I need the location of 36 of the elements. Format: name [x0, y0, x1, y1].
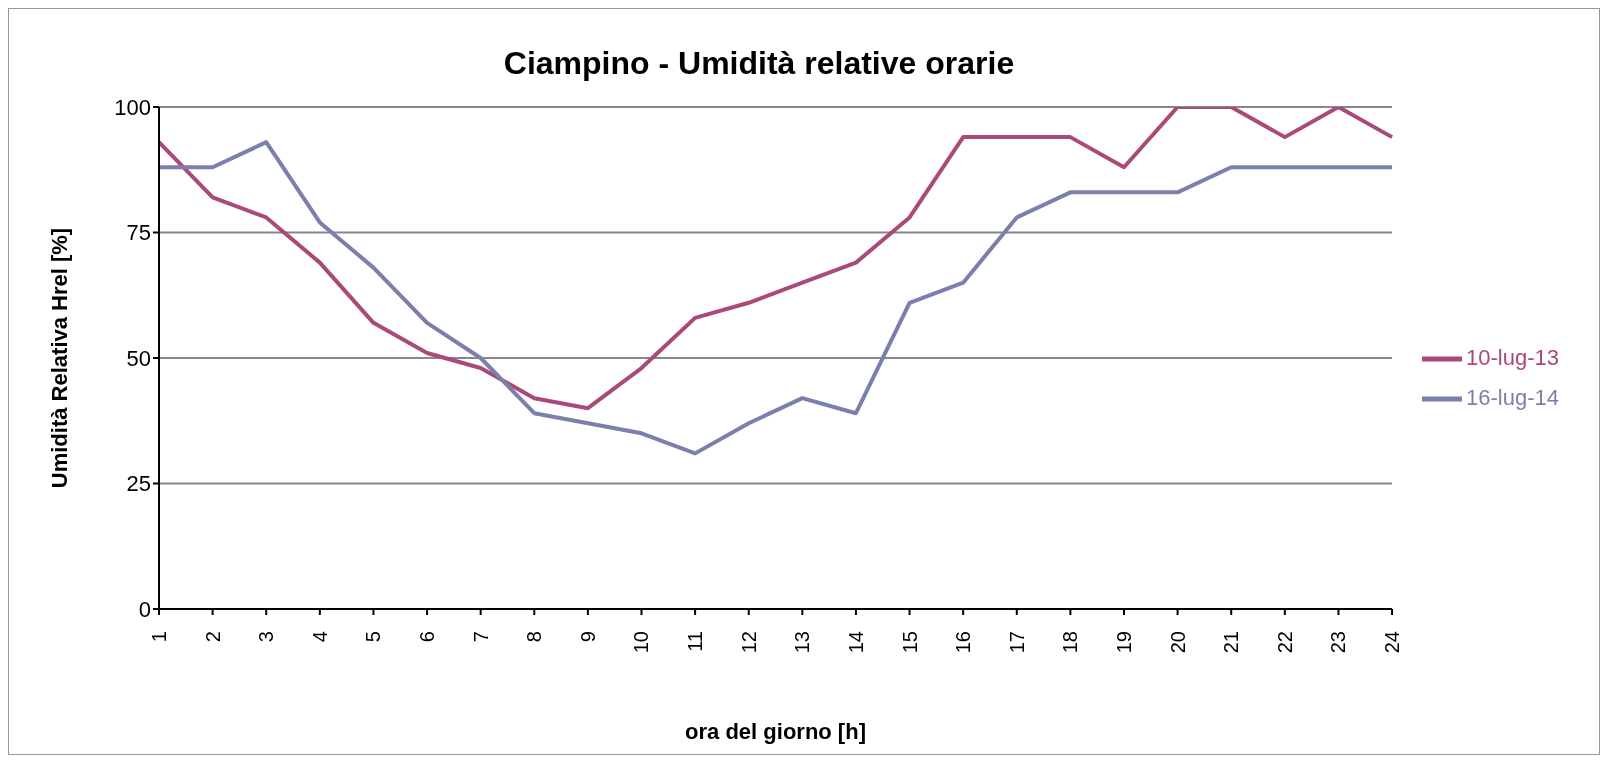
x-tick-label: 6 — [416, 631, 439, 643]
y-axis-title: Umidità Relativa Hrel [%] — [47, 227, 72, 489]
x-tick-label: 4 — [308, 631, 331, 643]
x-tick-label: 18 — [1059, 631, 1082, 654]
x-tick-label: 1 — [148, 631, 170, 643]
x-tick-label: 5 — [362, 631, 385, 643]
x-tick-label: 7 — [469, 631, 492, 643]
x-tick-label: 9 — [576, 631, 599, 643]
x-tick-label: 8 — [523, 631, 546, 643]
x-tick-label: 23 — [1327, 631, 1350, 654]
x-tick-label: 11 — [684, 631, 707, 652]
x-tick-label: 12 — [737, 631, 760, 654]
y-tick-label: 50 — [126, 345, 151, 371]
y-tick-label: 75 — [126, 220, 151, 246]
chart-title: Ciampino - Umidità relative orarie — [502, 45, 1016, 82]
x-tick-label: 10 — [630, 631, 653, 654]
y-tick-label: 25 — [126, 471, 151, 497]
x-tick-label: 2 — [201, 631, 224, 643]
y-tick-label: 100 — [114, 94, 151, 120]
x-tick-label: 15 — [898, 631, 921, 654]
line-series — [157, 107, 1395, 411]
x-axis-title: ora del giorno [h] — [685, 719, 866, 744]
y-tick-label: 0 — [138, 596, 151, 622]
x-tick-label: 16 — [952, 631, 975, 654]
x-tick-label: 13 — [791, 631, 814, 654]
legend-label: 10-lug-13 — [1466, 344, 1559, 370]
x-tick-label: 24 — [1381, 631, 1404, 654]
x-tick-label: 19 — [1112, 631, 1135, 654]
line-series — [157, 140, 1395, 456]
x-tick-label: 3 — [255, 631, 278, 643]
x-tick-label: 20 — [1166, 631, 1189, 654]
x-tick-label: 14 — [844, 631, 867, 654]
x-tick-label: 17 — [1005, 631, 1028, 654]
x-tick-label: 22 — [1273, 631, 1296, 654]
x-tick-label: 21 — [1220, 631, 1243, 654]
legend-label: 16-lug-14 — [1466, 384, 1559, 410]
